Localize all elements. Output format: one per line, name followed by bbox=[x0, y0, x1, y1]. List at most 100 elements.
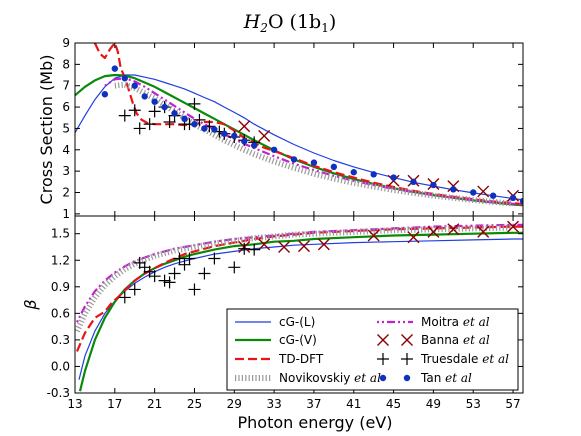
x-tick-label: 21 bbox=[147, 397, 162, 411]
legend-swatch bbox=[377, 334, 389, 346]
series-banna-et-al bbox=[238, 220, 520, 253]
legend-swatch bbox=[403, 374, 411, 382]
title-sub-2: 1 bbox=[321, 21, 329, 35]
data-point-tan-et-al bbox=[151, 98, 158, 105]
legend-entry-tan-et-al: Tan et al bbox=[379, 371, 472, 385]
series-tan-et-al bbox=[101, 65, 523, 205]
x-tick-label: 17 bbox=[107, 397, 122, 411]
series-line-td-dft bbox=[93, 43, 523, 206]
series-line-novikovskiy-et-al bbox=[75, 224, 514, 333]
y-axis-label-cross-section: Cross Section (Mb) bbox=[37, 55, 56, 205]
data-point-truesdale-et-al bbox=[163, 276, 176, 289]
legend-label: Tan et al bbox=[420, 371, 472, 385]
data-point-banna-et-al bbox=[507, 220, 520, 233]
x-tick-label: 33 bbox=[266, 397, 281, 411]
data-point-tan-et-al bbox=[509, 194, 517, 202]
legend-swatch bbox=[379, 374, 387, 382]
title-main: H bbox=[243, 11, 261, 33]
data-point-truesdale-et-al bbox=[143, 118, 156, 131]
data-point-truesdale-et-al bbox=[228, 261, 241, 274]
data-point-banna-et-al bbox=[387, 174, 400, 187]
data-point-tan-et-al bbox=[221, 130, 228, 137]
data-point-banna-et-al bbox=[258, 129, 271, 142]
data-point-tan-et-al bbox=[270, 146, 278, 153]
data-point-banna-et-al bbox=[278, 240, 291, 253]
data-point-tan-et-al bbox=[489, 192, 497, 199]
x-tick-label: 57 bbox=[505, 397, 520, 411]
data-point-tan-et-al bbox=[161, 103, 168, 111]
data-point-tan-et-al bbox=[101, 91, 109, 98]
data-point-truesdale-et-al bbox=[188, 97, 201, 110]
y-tick-label: 1 bbox=[62, 207, 70, 221]
data-point-banna-et-al bbox=[297, 240, 310, 253]
y-axis-label-beta: β bbox=[21, 299, 40, 310]
data-point-banna-et-al bbox=[477, 225, 490, 238]
data-point-truesdale-et-al bbox=[128, 283, 141, 296]
data-point-tan-et-al bbox=[450, 186, 457, 193]
legend-swatch bbox=[377, 353, 389, 365]
legend-label: cG-(L) bbox=[279, 315, 315, 329]
data-point-truesdale-et-al bbox=[148, 105, 161, 118]
data-point-tan-et-al bbox=[330, 163, 338, 171]
series-cg-l- bbox=[75, 74, 523, 201]
y-tick-label: 0.9 bbox=[51, 280, 70, 294]
y-tick-label: 6 bbox=[62, 100, 70, 114]
data-point-tan-et-al bbox=[111, 65, 119, 72]
x-tick-label: 13 bbox=[67, 397, 82, 411]
x-tick-label: 53 bbox=[466, 397, 481, 411]
data-point-banna-et-al bbox=[238, 120, 251, 133]
title-end: ) bbox=[329, 11, 336, 33]
y-tick-label: 0.0 bbox=[51, 359, 70, 373]
title-sub-1: 2 bbox=[259, 21, 268, 35]
data-point-banna-et-al bbox=[317, 238, 330, 251]
data-point-truesdale-et-al bbox=[188, 283, 201, 296]
plot-area-cross-section bbox=[75, 43, 523, 207]
x-tick-label: 45 bbox=[386, 397, 401, 411]
data-point-banna-et-al bbox=[258, 238, 271, 251]
data-point-tan-et-al bbox=[241, 138, 248, 145]
x-tick-label: 25 bbox=[187, 397, 202, 411]
svg-text:H2O (1b1): H2O (1b1) bbox=[243, 11, 337, 35]
data-point-banna-et-al bbox=[427, 225, 440, 238]
data-point-truesdale-et-al bbox=[198, 267, 211, 280]
legend-box bbox=[226, 308, 519, 391]
y-tick-label: 8 bbox=[62, 57, 70, 71]
x-tick-label: 49 bbox=[426, 397, 441, 411]
x-axis-label: Photon energy (eV) bbox=[238, 413, 393, 432]
legend-entry-truesdale-et-al: Truesdale et al bbox=[377, 352, 509, 366]
series-line-moitra-et-al bbox=[104, 77, 523, 206]
y-tick-label: 2 bbox=[62, 186, 70, 200]
y-tick-label: 4 bbox=[62, 143, 70, 157]
legend-swatch bbox=[401, 334, 413, 346]
legend-label: TD-DFT bbox=[278, 352, 324, 366]
data-point-tan-et-al bbox=[390, 174, 397, 181]
legend-label: cG-(V) bbox=[279, 333, 317, 347]
panel-cross-section: 1 2 3 4 5 6 7 8 9 Cross Section (Mb) bbox=[37, 36, 524, 221]
legend-label: Truesdale et al bbox=[420, 352, 509, 366]
data-point-tan-et-al bbox=[410, 178, 417, 186]
data-point-tan-et-al bbox=[231, 132, 238, 140]
series-novikovskiy-et-al bbox=[75, 224, 514, 333]
data-point-tan-et-al bbox=[181, 115, 188, 123]
legend-entry-banna-et-al: Banna et al bbox=[377, 333, 490, 347]
series-line-cg-l- bbox=[75, 74, 523, 201]
data-point-truesdale-et-al bbox=[208, 252, 221, 265]
data-point-truesdale-et-al bbox=[118, 109, 131, 122]
data-point-truesdale-et-al bbox=[148, 270, 161, 283]
data-point-truesdale-et-al bbox=[193, 113, 206, 126]
data-point-tan-et-al bbox=[191, 120, 198, 128]
data-point-truesdale-et-al bbox=[118, 291, 131, 304]
legend-entry-td-dft: TD-DFT bbox=[235, 352, 324, 366]
data-point-tan-et-al bbox=[211, 126, 218, 133]
legend-label: Novikovskiy et al bbox=[279, 371, 381, 385]
chart-title: H2O (1b1) bbox=[243, 11, 337, 35]
legend-label: Moitra et al bbox=[421, 315, 490, 329]
legend-entry-novikovskiy-et-al: Novikovskiy et al bbox=[235, 371, 381, 385]
x-tick-label: 41 bbox=[346, 397, 361, 411]
y-tick-label: 7 bbox=[62, 79, 70, 93]
y-tick-label: 9 bbox=[62, 36, 70, 50]
series-td-dft bbox=[93, 43, 523, 206]
y-tick-label: -0.3 bbox=[47, 386, 70, 400]
